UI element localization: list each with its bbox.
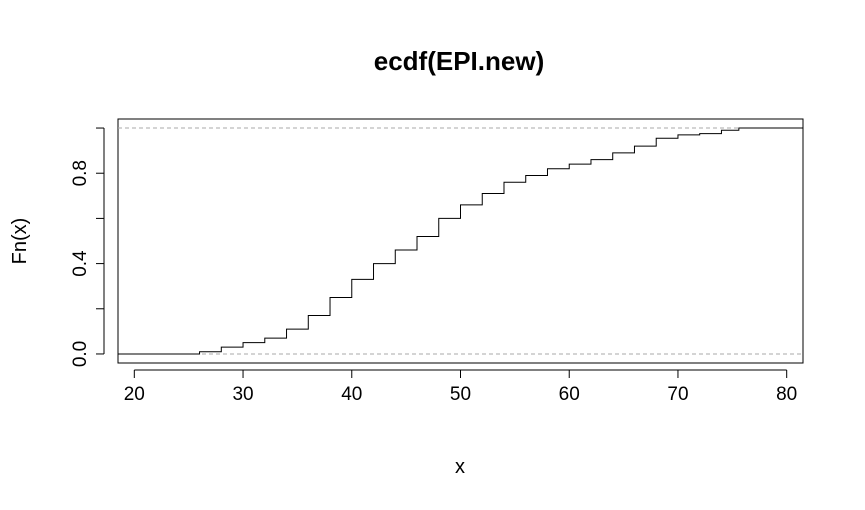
x-tick-label: 60 [559, 384, 580, 405]
x-tick-label: 40 [341, 384, 362, 405]
reference-lines [118, 127, 803, 355]
chart-title: ecdf(EPI.new) [374, 46, 544, 76]
x-axis-label: x [455, 456, 465, 478]
x-tick-label: 30 [232, 384, 253, 405]
ecdf-series [118, 127, 803, 355]
x-tick-label: 50 [450, 384, 471, 405]
x-axis: 20 30 40 50 60 70 80 [124, 369, 797, 405]
x-tick-label: 80 [776, 384, 797, 405]
x-tick-label: 70 [667, 384, 688, 405]
plot-frame [117, 118, 804, 364]
ecdf-line [118, 127, 803, 355]
y-axis-label: Fn(x) [9, 218, 31, 265]
y-tick-label: 0.4 [70, 250, 91, 277]
y-axis: 0.0 0.4 0.8 [70, 127, 105, 367]
x-tick-label: 20 [124, 384, 145, 405]
y-tick-label: 0.0 [70, 341, 91, 367]
y-tick-label: 0.8 [70, 160, 91, 186]
